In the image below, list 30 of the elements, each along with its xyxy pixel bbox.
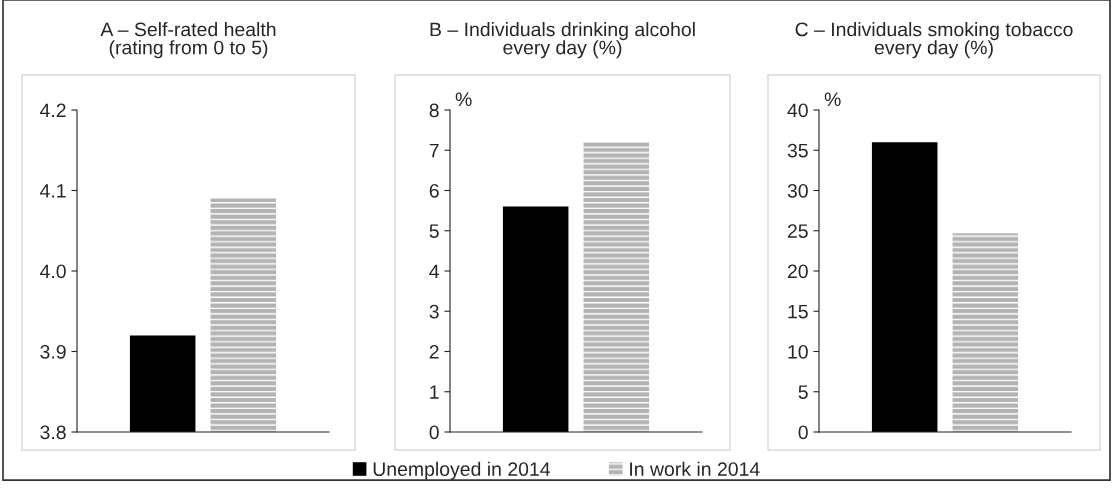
y-tick-label: 15 — [788, 304, 808, 319]
y-tick-label: 4.2 — [40, 103, 66, 118]
y-tick-label: 3.9 — [40, 344, 66, 359]
y-tick-label: 4.0 — [40, 264, 66, 279]
chart-title: A – Self-rated health (rating from 0 to 5) — [100, 22, 276, 59]
y-tick-label: 2 — [429, 344, 439, 359]
chart-title: C – Individuals smoking tobacco every day (%) — [795, 22, 1073, 59]
y-tick-label: 1 — [430, 385, 439, 399]
y-tick-label: 25 — [787, 224, 808, 238]
chart-title: B – Individuals drinking alcohol every day (%) — [430, 22, 695, 59]
y-tick-label: 40 — [787, 103, 808, 118]
y-tick-label: 4.1 — [40, 184, 66, 198]
y-tick-label: 20 — [787, 264, 808, 279]
y-tick-label: 3 — [429, 304, 439, 319]
y-tick-label: 3.8 — [40, 425, 66, 440]
y-tick-label: 0 — [429, 425, 439, 440]
y-axis-title: % — [455, 92, 472, 107]
y-tick-label: 35 — [787, 143, 808, 158]
y-tick-label: 5 — [429, 224, 439, 238]
y-tick-label: 10 — [788, 344, 808, 359]
y-axis-title: % — [824, 92, 841, 107]
legend-label: Unemployed in 2014 — [373, 461, 551, 480]
y-tick-label: 0 — [798, 425, 808, 440]
y-tick-label: 5 — [798, 385, 808, 399]
y-tick-label: 6 — [429, 183, 439, 198]
y-tick-label: 4 — [429, 264, 440, 279]
legend-label: In work in 2014 — [630, 461, 760, 477]
y-tick-label: 30 — [787, 183, 808, 198]
y-tick-label: 7 — [429, 143, 439, 158]
y-tick-label: 8 — [429, 103, 439, 118]
